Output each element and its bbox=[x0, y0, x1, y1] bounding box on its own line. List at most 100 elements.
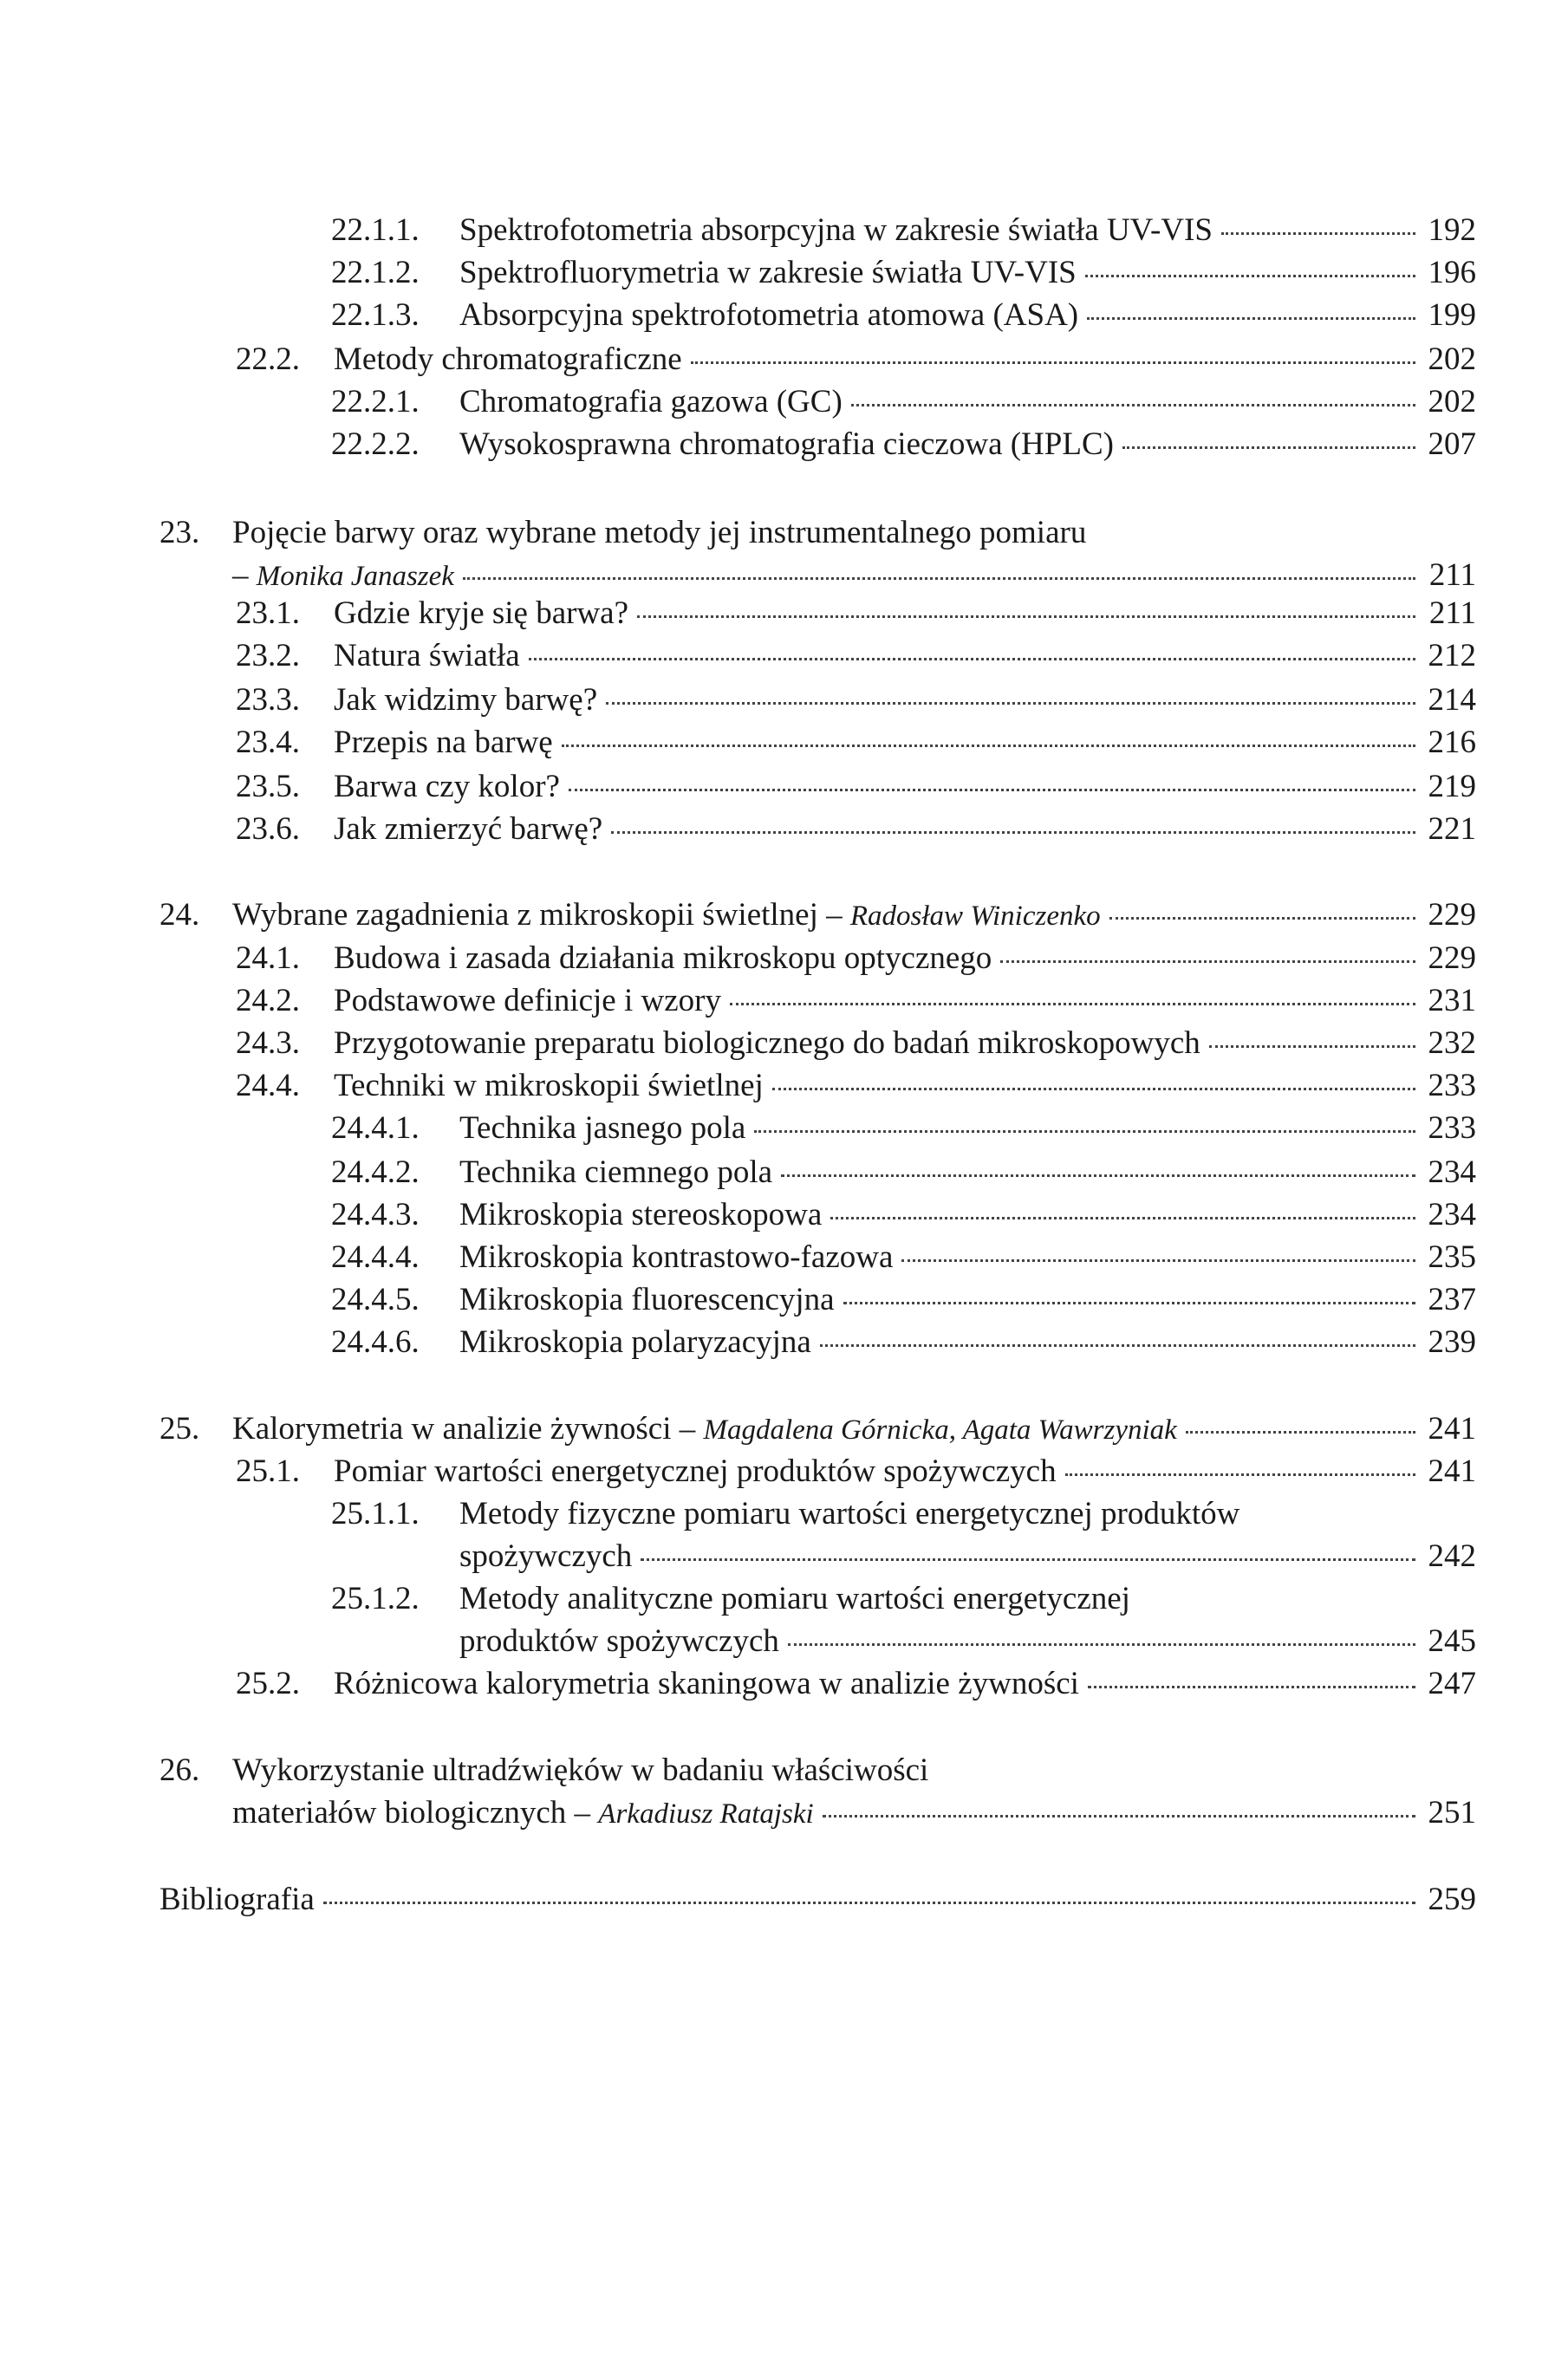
toc-page-number: 229 bbox=[1428, 897, 1477, 933]
toc-entry-title: Podstawowe definicje i wzory bbox=[334, 983, 721, 1018]
toc-entry-number: 25.1.1. bbox=[331, 1496, 420, 1531]
toc-entry[interactable]: 24. Wybrane zagadnienia z mikroskopii świ… bbox=[159, 894, 1476, 937]
toc-entry-title: Różnicowa kalorymetria skaningowa w anal… bbox=[334, 1666, 1079, 1701]
toc-entry[interactable]: 24.4. Techniki w mikroskopii świetlnej 233 bbox=[236, 1064, 1476, 1108]
toc-entry[interactable]: 22.2.1. Chromatografia gazowa (GC) 202 bbox=[331, 380, 1476, 424]
dot-leader bbox=[787, 1643, 1415, 1646]
toc-page-number: 219 bbox=[1428, 769, 1477, 804]
toc-entry[interactable]: Bibliografia 259 bbox=[159, 1878, 1476, 1922]
toc-entry-title: Gdzie kryje się barwa? bbox=[334, 595, 629, 631]
toc-entry-title: Natura światła bbox=[334, 638, 520, 673]
toc-entry-number: 22.1.2. bbox=[331, 255, 420, 290]
dot-leader bbox=[1000, 960, 1415, 963]
toc-entry-author: Monika Janaszek bbox=[256, 561, 454, 592]
toc-entry-title: Mikroskopia fluorescencyjna bbox=[459, 1282, 835, 1317]
toc-page-number: 233 bbox=[1428, 1110, 1477, 1146]
toc-entry[interactable]: 25.1.2. Metody analityczne pomiaru wartoś… bbox=[331, 1577, 1476, 1621]
toc-entry[interactable]: 24.4.6. Mikroskopia polaryzacyjna 239 bbox=[331, 1321, 1476, 1364]
toc-entry-number: 23.5. bbox=[236, 769, 300, 804]
toc-entry[interactable]: produktów spożywczych 245 bbox=[331, 1620, 1476, 1663]
toc-page-number: 241 bbox=[1428, 1453, 1477, 1489]
toc-page-number: 212 bbox=[1428, 638, 1477, 673]
toc-entry-title: Jak zmierzyć barwę? bbox=[334, 811, 603, 847]
toc-entry-title: spożywczych bbox=[459, 1538, 633, 1574]
toc-entry-number: 23.1. bbox=[236, 595, 300, 631]
toc-entry-title: Wykorzystanie ultradźwięków w badaniu wł… bbox=[232, 1752, 929, 1788]
toc-entry[interactable]: 24.3. Przygotowanie preparatu biologiczne… bbox=[236, 1022, 1476, 1065]
toc-entry[interactable]: 23.3. Jak widzimy barwę? 214 bbox=[236, 679, 1476, 722]
toc-page-number: 234 bbox=[1428, 1197, 1477, 1232]
toc-entry-number: 24.3. bbox=[236, 1025, 300, 1061]
toc-entry-number: 24.4.5. bbox=[331, 1282, 420, 1317]
toc-entry-title: Jak widzimy barwę? bbox=[334, 682, 598, 718]
toc-entry-title: Mikroskopia kontrastowo-fazowa bbox=[459, 1239, 894, 1275]
toc-entry[interactable]: materiałów biologicznych – Arkadiusz Rat… bbox=[159, 1792, 1476, 1835]
toc-entry-number: 25.1. bbox=[236, 1453, 300, 1489]
toc-entry-title: Mikroskopia polaryzacyjna bbox=[459, 1324, 811, 1360]
toc-entry[interactable]: 22.1.3. Absorpcyjna spektrofotometria ato… bbox=[331, 294, 1476, 337]
dot-leader bbox=[568, 789, 1415, 791]
author-separator: – bbox=[566, 1795, 599, 1831]
toc-entry[interactable]: 23.2. Natura światła 212 bbox=[236, 634, 1476, 678]
toc-entry[interactable]: 24.4.1. Technika jasnego pola 233 bbox=[331, 1107, 1476, 1150]
toc-entry[interactable]: 24.1. Budowa i zasada działania mikroskop… bbox=[236, 937, 1476, 980]
dot-leader bbox=[819, 1344, 1415, 1347]
toc-entry[interactable]: 23. Pojęcie barwy oraz wybrane metody jej… bbox=[159, 511, 1476, 555]
toc-entry-title: Wysokosprawna chromatografia cieczowa (H… bbox=[459, 426, 1114, 462]
dot-leader bbox=[729, 1003, 1415, 1005]
dot-leader bbox=[1185, 1431, 1415, 1434]
dot-leader bbox=[528, 658, 1415, 660]
toc-entry-number: 24.4.2. bbox=[331, 1154, 420, 1190]
dot-leader bbox=[1208, 1045, 1415, 1048]
toc-entry[interactable]: 23.4. Przepis na barwę 216 bbox=[236, 721, 1476, 764]
toc-entry-title: Budowa i zasada działania mikroskopu opt… bbox=[334, 940, 992, 976]
toc-entry[interactable]: 25.2. Różnicowa kalorymetria skaningowa w… bbox=[236, 1662, 1476, 1706]
toc-entry-title: Metody analityczne pomiaru wartości ener… bbox=[459, 1581, 1130, 1616]
toc-entry-number: 24. bbox=[159, 897, 200, 933]
toc-entry[interactable]: 24.4.5. Mikroskopia fluorescencyjna 237 bbox=[331, 1278, 1476, 1322]
toc-entry[interactable]: 24.4.2. Technika ciemnego pola 234 bbox=[331, 1151, 1476, 1194]
toc-entry-number: 22.2. bbox=[236, 341, 300, 377]
toc-entry[interactable]: 22.1.2. Spektrofluorymetria w zakresie św… bbox=[331, 251, 1476, 295]
toc-entry[interactable]: 23.5. Barwa czy kolor? 219 bbox=[236, 765, 1476, 809]
toc-entry-number: 22.2.2. bbox=[331, 426, 420, 462]
toc-entry[interactable]: 24.4.4. Mikroskopia kontrastowo-fazowa 235 bbox=[331, 1236, 1476, 1279]
toc-entry-title: Spektrofluorymetria w zakresie światła U… bbox=[459, 255, 1077, 290]
toc-entry[interactable]: 23.1. Gdzie kryje się barwa? 211 bbox=[236, 592, 1476, 635]
toc-page-number: 211 bbox=[1428, 595, 1476, 631]
toc-entry-number: 25.1.2. bbox=[331, 1581, 420, 1616]
toc-entry[interactable]: 22.1.1. Spektrofotometria absorpcyjna w z… bbox=[331, 209, 1476, 252]
toc-entry-title: Barwa czy kolor? bbox=[334, 769, 560, 804]
toc-entry-number: 24.1. bbox=[236, 940, 300, 976]
dot-leader bbox=[781, 1174, 1415, 1177]
toc-entry[interactable]: 26. Wykorzystanie ultradźwięków w badaniu… bbox=[159, 1749, 1476, 1792]
dot-leader bbox=[1220, 232, 1415, 235]
toc-entry-title: Chromatografia gazowa (GC) bbox=[459, 384, 843, 419]
toc-entry[interactable]: 24.4.3. Mikroskopia stereoskopowa 234 bbox=[331, 1193, 1476, 1237]
toc-entry[interactable]: 25.1. Pomiar wartości energetycznej produ… bbox=[236, 1450, 1476, 1493]
toc-page-number: 241 bbox=[1428, 1411, 1477, 1447]
toc-entry[interactable]: – Monika Janaszek 211 bbox=[159, 554, 1476, 597]
dot-leader bbox=[843, 1302, 1415, 1304]
toc-entry-title: Spektrofotometria absorpcyjna w zakresie… bbox=[459, 212, 1213, 248]
toc-page-number: 199 bbox=[1428, 297, 1477, 333]
toc-entry-author: Radosław Winiczenko bbox=[849, 901, 1101, 932]
toc-page-number: 251 bbox=[1428, 1795, 1477, 1831]
toc-entry[interactable]: spożywczych 242 bbox=[331, 1535, 1476, 1578]
toc-entry-number: 24.4. bbox=[236, 1068, 300, 1103]
toc-page-number: 221 bbox=[1428, 811, 1477, 847]
dot-leader bbox=[690, 361, 1415, 364]
toc-entry-title: Przepis na barwę bbox=[334, 725, 553, 760]
toc-page-number: 259 bbox=[1428, 1882, 1477, 1917]
toc-page-number: 242 bbox=[1428, 1538, 1477, 1574]
dot-leader bbox=[606, 702, 1415, 705]
toc-entry[interactable]: 22.2. Metody chromatograficzne 202 bbox=[236, 338, 1476, 381]
dot-leader bbox=[754, 1130, 1415, 1133]
toc-entry[interactable]: 24.2. Podstawowe definicje i wzory 231 bbox=[236, 979, 1476, 1023]
toc-entry[interactable]: 23.6. Jak zmierzyć barwę? 221 bbox=[236, 808, 1476, 851]
dot-leader bbox=[637, 615, 1415, 618]
toc-entry[interactable]: 25. Kalorymetria w analizie żywności – Ma… bbox=[159, 1408, 1476, 1451]
toc-page-number: 237 bbox=[1428, 1282, 1477, 1317]
toc-entry[interactable]: 25.1.1. Metody fizyczne pomiaru wartości … bbox=[331, 1492, 1476, 1536]
toc-entry[interactable]: 22.2.2. Wysokosprawna chromatografia ciec… bbox=[331, 423, 1476, 466]
